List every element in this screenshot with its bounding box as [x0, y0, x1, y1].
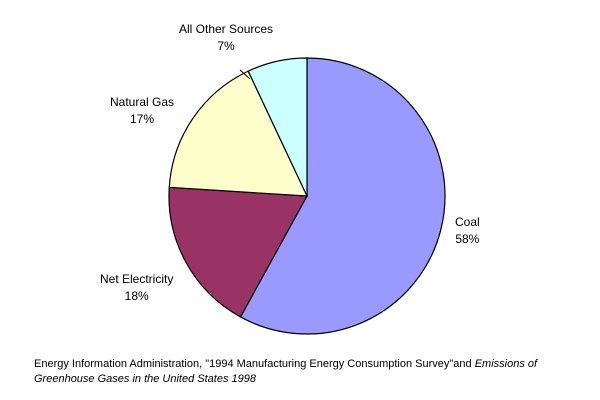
slice-label-natural-gas: Natural Gas 17% [110, 94, 174, 128]
slice-label-all-other-sources-name: All Other Sources [179, 22, 274, 36]
source-note: Energy Information Administration, "1994… [34, 357, 584, 387]
pie-chart [168, 57, 446, 335]
slice-label-net-electricity-name: Net Electricity [100, 272, 174, 286]
slice-label-net-electricity: Net Electricity 18% [100, 271, 173, 305]
slice-label-all-other-sources: All Other Sources 7% [179, 21, 273, 55]
source-note-text: Energy Information Administration, "1994… [34, 358, 475, 370]
slice-label-coal: Coal 58% [455, 214, 480, 248]
pie-slice-coal [239, 57, 446, 335]
slice-label-natural-gas-value: 17% [130, 112, 155, 126]
pie-slice-all-other-sources [247, 57, 308, 197]
slice-label-coal-value: 58% [455, 232, 480, 246]
source-note-italic: Emissions of Greenhouse Gases in the Uni… [34, 358, 538, 385]
slice-label-net-electricity-value: 18% [124, 289, 149, 303]
slice-label-natural-gas-name: Natural Gas [110, 95, 175, 109]
pie-slice-net-electricity [168, 186, 308, 318]
leader-line-all-other-sources [239, 69, 251, 80]
pie-slice-natural-gas [168, 70, 308, 197]
slice-label-coal-name: Coal [455, 215, 480, 229]
slice-label-all-other-sources-value: 7% [217, 39, 235, 53]
